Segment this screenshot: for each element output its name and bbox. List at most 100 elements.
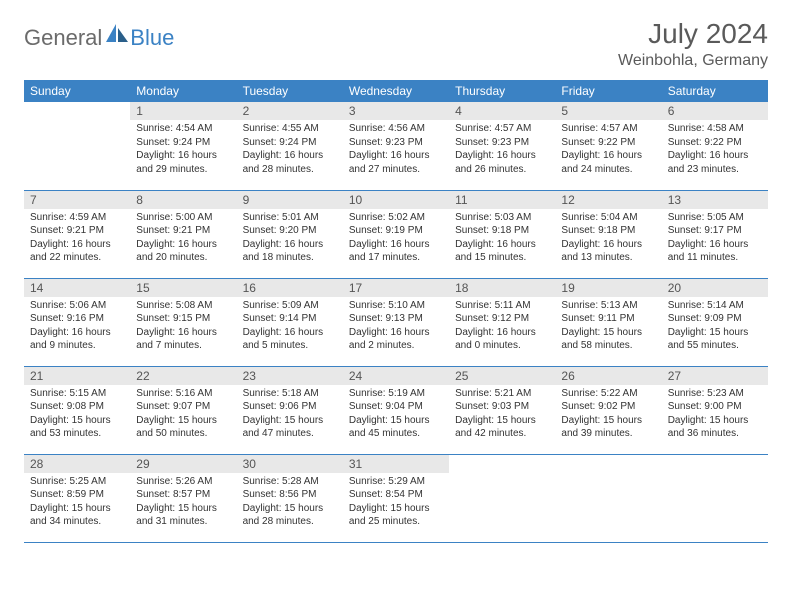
header: General Blue July 2024 Weinbohla, German… — [24, 18, 768, 70]
day-number: 23 — [237, 367, 343, 385]
calendar-day-cell: 23Sunrise: 5:18 AMSunset: 9:06 PMDayligh… — [237, 366, 343, 454]
month-title: July 2024 — [618, 18, 768, 50]
day-number: 27 — [662, 367, 768, 385]
day-number: 7 — [24, 191, 130, 209]
day-details: Sunrise: 5:25 AMSunset: 8:59 PMDaylight:… — [24, 473, 130, 533]
day-details: Sunrise: 5:13 AMSunset: 9:11 PMDaylight:… — [555, 297, 661, 357]
day-details: Sunrise: 5:08 AMSunset: 9:15 PMDaylight:… — [130, 297, 236, 357]
day-details: Sunrise: 5:06 AMSunset: 9:16 PMDaylight:… — [24, 297, 130, 357]
day-details: Sunrise: 5:29 AMSunset: 8:54 PMDaylight:… — [343, 473, 449, 533]
weekday-header: Wednesday — [343, 80, 449, 102]
calendar-day-cell: 9Sunrise: 5:01 AMSunset: 9:20 PMDaylight… — [237, 190, 343, 278]
day-number: 9 — [237, 191, 343, 209]
day-details: Sunrise: 5:18 AMSunset: 9:06 PMDaylight:… — [237, 385, 343, 445]
calendar-day-cell: 4Sunrise: 4:57 AMSunset: 9:23 PMDaylight… — [449, 102, 555, 190]
day-details: Sunrise: 5:10 AMSunset: 9:13 PMDaylight:… — [343, 297, 449, 357]
day-number: 2 — [237, 102, 343, 120]
day-details: Sunrise: 5:21 AMSunset: 9:03 PMDaylight:… — [449, 385, 555, 445]
calendar-day-cell: 28Sunrise: 5:25 AMSunset: 8:59 PMDayligh… — [24, 454, 130, 542]
calendar-day-cell: 30Sunrise: 5:28 AMSunset: 8:56 PMDayligh… — [237, 454, 343, 542]
day-number: 3 — [343, 102, 449, 120]
day-number: 16 — [237, 279, 343, 297]
day-number: 12 — [555, 191, 661, 209]
calendar-day-cell: 16Sunrise: 5:09 AMSunset: 9:14 PMDayligh… — [237, 278, 343, 366]
calendar-day-cell — [555, 454, 661, 542]
day-number: 28 — [24, 455, 130, 473]
calendar-day-cell: 20Sunrise: 5:14 AMSunset: 9:09 PMDayligh… — [662, 278, 768, 366]
calendar-day-cell: 8Sunrise: 5:00 AMSunset: 9:21 PMDaylight… — [130, 190, 236, 278]
day-details: Sunrise: 5:23 AMSunset: 9:00 PMDaylight:… — [662, 385, 768, 445]
day-details: Sunrise: 5:19 AMSunset: 9:04 PMDaylight:… — [343, 385, 449, 445]
calendar-day-cell: 31Sunrise: 5:29 AMSunset: 8:54 PMDayligh… — [343, 454, 449, 542]
logo: General Blue — [24, 24, 174, 52]
calendar-day-cell: 17Sunrise: 5:10 AMSunset: 9:13 PMDayligh… — [343, 278, 449, 366]
day-number: 31 — [343, 455, 449, 473]
calendar-day-cell — [24, 102, 130, 190]
day-number: 11 — [449, 191, 555, 209]
calendar-day-cell: 27Sunrise: 5:23 AMSunset: 9:00 PMDayligh… — [662, 366, 768, 454]
calendar-week-row: 28Sunrise: 5:25 AMSunset: 8:59 PMDayligh… — [24, 454, 768, 542]
calendar-week-row: 1Sunrise: 4:54 AMSunset: 9:24 PMDaylight… — [24, 102, 768, 190]
weekday-header: Sunday — [24, 80, 130, 102]
day-details: Sunrise: 5:09 AMSunset: 9:14 PMDaylight:… — [237, 297, 343, 357]
calendar-day-cell: 26Sunrise: 5:22 AMSunset: 9:02 PMDayligh… — [555, 366, 661, 454]
calendar-day-cell: 13Sunrise: 5:05 AMSunset: 9:17 PMDayligh… — [662, 190, 768, 278]
calendar-day-cell: 21Sunrise: 5:15 AMSunset: 9:08 PMDayligh… — [24, 366, 130, 454]
day-number: 22 — [130, 367, 236, 385]
weekday-header: Thursday — [449, 80, 555, 102]
calendar-day-cell: 18Sunrise: 5:11 AMSunset: 9:12 PMDayligh… — [449, 278, 555, 366]
day-details: Sunrise: 4:54 AMSunset: 9:24 PMDaylight:… — [130, 120, 236, 180]
calendar-day-cell: 7Sunrise: 4:59 AMSunset: 9:21 PMDaylight… — [24, 190, 130, 278]
calendar-day-cell: 3Sunrise: 4:56 AMSunset: 9:23 PMDaylight… — [343, 102, 449, 190]
calendar-day-cell: 11Sunrise: 5:03 AMSunset: 9:18 PMDayligh… — [449, 190, 555, 278]
calendar-day-cell — [449, 454, 555, 542]
weekday-header: Friday — [555, 80, 661, 102]
day-details: Sunrise: 5:00 AMSunset: 9:21 PMDaylight:… — [130, 209, 236, 269]
day-details: Sunrise: 5:04 AMSunset: 9:18 PMDaylight:… — [555, 209, 661, 269]
day-number: 18 — [449, 279, 555, 297]
weekday-header-row: SundayMondayTuesdayWednesdayThursdayFrid… — [24, 80, 768, 102]
location: Weinbohla, Germany — [618, 52, 768, 70]
day-number: 19 — [555, 279, 661, 297]
day-number: 29 — [130, 455, 236, 473]
day-details: Sunrise: 5:03 AMSunset: 9:18 PMDaylight:… — [449, 209, 555, 269]
day-details: Sunrise: 5:15 AMSunset: 9:08 PMDaylight:… — [24, 385, 130, 445]
day-number: 10 — [343, 191, 449, 209]
day-number: 13 — [662, 191, 768, 209]
day-details: Sunrise: 4:59 AMSunset: 9:21 PMDaylight:… — [24, 209, 130, 269]
calendar-week-row: 21Sunrise: 5:15 AMSunset: 9:08 PMDayligh… — [24, 366, 768, 454]
day-number: 17 — [343, 279, 449, 297]
day-details: Sunrise: 4:58 AMSunset: 9:22 PMDaylight:… — [662, 120, 768, 180]
day-number: 14 — [24, 279, 130, 297]
calendar-day-cell: 5Sunrise: 4:57 AMSunset: 9:22 PMDaylight… — [555, 102, 661, 190]
day-details: Sunrise: 5:01 AMSunset: 9:20 PMDaylight:… — [237, 209, 343, 269]
calendar-day-cell: 12Sunrise: 5:04 AMSunset: 9:18 PMDayligh… — [555, 190, 661, 278]
title-block: July 2024 Weinbohla, Germany — [618, 18, 768, 70]
weekday-header: Saturday — [662, 80, 768, 102]
logo-sail-icon — [106, 24, 128, 42]
day-number: 1 — [130, 102, 236, 120]
calendar-day-cell: 1Sunrise: 4:54 AMSunset: 9:24 PMDaylight… — [130, 102, 236, 190]
day-details: Sunrise: 5:26 AMSunset: 8:57 PMDaylight:… — [130, 473, 236, 533]
day-number: 24 — [343, 367, 449, 385]
day-details: Sunrise: 5:16 AMSunset: 9:07 PMDaylight:… — [130, 385, 236, 445]
day-number: 5 — [555, 102, 661, 120]
day-number: 21 — [24, 367, 130, 385]
calendar-day-cell: 24Sunrise: 5:19 AMSunset: 9:04 PMDayligh… — [343, 366, 449, 454]
day-details: Sunrise: 5:22 AMSunset: 9:02 PMDaylight:… — [555, 385, 661, 445]
day-details: Sunrise: 5:28 AMSunset: 8:56 PMDaylight:… — [237, 473, 343, 533]
weekday-header: Tuesday — [237, 80, 343, 102]
calendar-day-cell — [662, 454, 768, 542]
calendar-day-cell: 14Sunrise: 5:06 AMSunset: 9:16 PMDayligh… — [24, 278, 130, 366]
day-details: Sunrise: 4:57 AMSunset: 9:23 PMDaylight:… — [449, 120, 555, 180]
day-details: Sunrise: 5:05 AMSunset: 9:17 PMDaylight:… — [662, 209, 768, 269]
day-number: 20 — [662, 279, 768, 297]
calendar-day-cell: 19Sunrise: 5:13 AMSunset: 9:11 PMDayligh… — [555, 278, 661, 366]
day-details: Sunrise: 4:56 AMSunset: 9:23 PMDaylight:… — [343, 120, 449, 180]
calendar-day-cell: 29Sunrise: 5:26 AMSunset: 8:57 PMDayligh… — [130, 454, 236, 542]
calendar-day-cell: 10Sunrise: 5:02 AMSunset: 9:19 PMDayligh… — [343, 190, 449, 278]
calendar-day-cell: 25Sunrise: 5:21 AMSunset: 9:03 PMDayligh… — [449, 366, 555, 454]
day-details: Sunrise: 5:14 AMSunset: 9:09 PMDaylight:… — [662, 297, 768, 357]
day-number: 4 — [449, 102, 555, 120]
calendar-day-cell: 6Sunrise: 4:58 AMSunset: 9:22 PMDaylight… — [662, 102, 768, 190]
